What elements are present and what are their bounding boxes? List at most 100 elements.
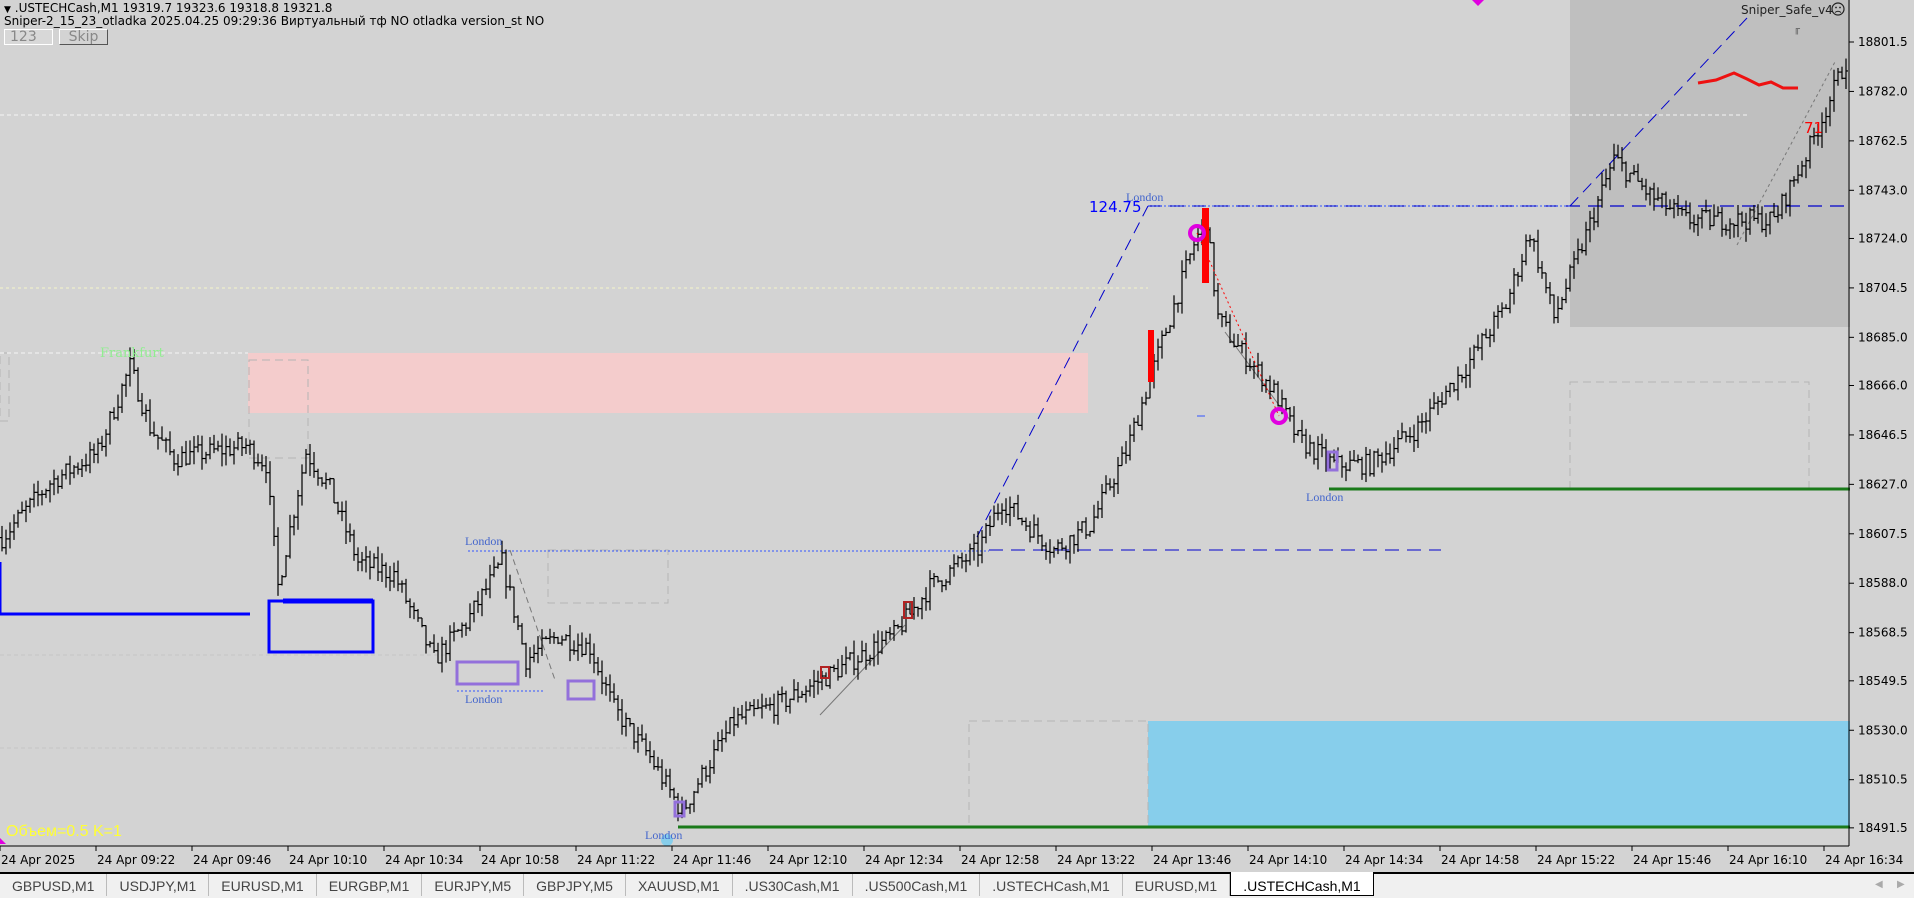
ohlc-bar [520,623,524,645]
ohlc-bar [496,562,500,569]
ohlc-bar [1040,534,1044,551]
ohlc-bar [1068,535,1072,564]
london-label: London [465,692,502,706]
ohlc-bar [1528,234,1532,248]
price-chart[interactable]: Frankfurt 124.75 71 London London London… [0,0,1914,872]
chart-tab[interactable]: .USTECHCash,M1 [980,874,1123,896]
chart-tab[interactable]: .US30Cash,M1 [733,874,853,896]
symbol-info: ▼ .USTECHCash,M1 19319.7 19323.6 19318.8… [4,1,332,15]
ohlc-bar [188,440,192,465]
time-tick-label: 24 Apr 10:34 [385,853,463,867]
chart-tab[interactable]: .USTECHCash,M1 [1230,872,1374,896]
ohlc-bar [112,407,116,420]
ohlc-bar [1828,96,1832,127]
chart-tab[interactable]: XAUUSD,M1 [626,874,733,896]
number-input[interactable]: 123 [4,29,53,45]
ohlc-bar [1472,344,1476,369]
skip-button[interactable]: Skip [59,29,108,45]
time-tick-label: 24 Apr 10:58 [481,853,559,867]
ohlc-bar [1348,450,1352,472]
ohlc-bar [788,698,792,714]
ohlc-bar [672,787,676,800]
ohlc-bar [544,636,548,640]
ohlc-bar [456,628,460,632]
ohlc-bar [288,514,292,559]
ohlc-bar [372,553,376,569]
time-tick-label: 24 Apr 15:22 [1537,853,1615,867]
ohlc-bar [880,631,884,655]
ohlc-bar [1100,483,1104,518]
ohlc-bar [1648,186,1652,206]
ohlc-bar [176,454,180,476]
scroll-left-icon[interactable]: ◀ [1875,879,1883,890]
count-label: 71 [1804,119,1823,137]
ohlc-bar [580,632,584,658]
ohlc-bar [140,393,144,417]
ohlc-bar [1544,272,1548,294]
ohlc-bar [196,435,200,453]
ohlc-bar [1400,422,1404,440]
time-tick-label: 24 Apr 14:58 [1441,853,1519,867]
chart-tab[interactable]: EURUSD,M1 [1123,874,1231,896]
magenta-marker [1188,224,1206,242]
ohlc-bar [36,480,40,507]
ohlc-bar [440,636,444,673]
ohlc-bar [1392,437,1396,467]
ohlc-bar [1432,392,1436,410]
ohlc-bar [656,756,660,771]
diagonal-dashed [976,205,1149,538]
ohlc-bar [872,633,876,667]
expert-name: Sniper_Safe_v4 [1741,3,1833,17]
ohlc-bar [1292,406,1296,443]
ohlc-bar [420,617,424,628]
ohlc-bar [552,632,556,644]
chart-tab[interactable]: GBPUSD,M1 [0,874,108,896]
ohlc-bar [1368,449,1372,477]
ohlc-bar [64,463,68,480]
ohlc-bar [860,640,864,663]
chart-tab[interactable]: EURUSD,M1 [209,874,317,896]
ohlc-bar [1092,504,1096,534]
ohlc-bar [652,750,656,770]
ohlc-bar [648,741,652,764]
ohlc-bar [1064,545,1068,560]
ohlc-bar [564,634,568,641]
ohlc-bar [1160,330,1164,359]
chart-tab[interactable]: USDJPY,M1 [107,874,210,896]
ohlc-bar [404,578,408,604]
ohlc-bar [1156,338,1160,371]
chart-tab[interactable]: GBPJPY,M5 [524,874,626,896]
ohlc-bar [1228,314,1232,344]
ohlc-bar [1576,238,1580,265]
ohlc-bar [1256,352,1260,378]
sad-face-icon[interactable] [1831,2,1845,16]
chart-tab[interactable]: EURGBP,M1 [317,874,423,896]
time-tick-label: 24 Apr 14:34 [1345,853,1423,867]
chart-tab[interactable]: .US500Cash,M1 [853,874,981,896]
ohlc-bar [480,588,484,617]
ohlc-bar [436,642,440,664]
ohlc-bar [1268,375,1272,400]
ohlc-bar [548,628,552,644]
trend-line-grey [509,549,556,681]
ohlc-bar [376,546,380,581]
collapse-triangle-icon[interactable]: ▼ [4,5,11,15]
scroll-right-icon[interactable]: ▶ [1897,879,1905,890]
ohlc-bar [1536,229,1540,273]
ohlc-bar [1620,147,1624,172]
ohlc-bar [1384,441,1388,466]
ohlc-bar [916,606,920,617]
ohlc-bar [1012,502,1016,517]
ohlc-bar [784,690,788,713]
ohlc-bar [732,706,736,737]
price-tick-label: 18607.5 [1858,527,1908,541]
ohlc-bar [1844,58,1848,90]
ohlc-bar [1500,302,1504,318]
chart-tab[interactable]: EURJPY,M5 [422,874,525,896]
ohlc-bar [1656,187,1660,201]
ohlc-bar [664,768,668,787]
ohlc-bar [1744,212,1748,242]
ohlc-bar [1464,364,1468,389]
ohlc-bar [736,707,740,728]
ohlc-bar [1088,530,1092,537]
